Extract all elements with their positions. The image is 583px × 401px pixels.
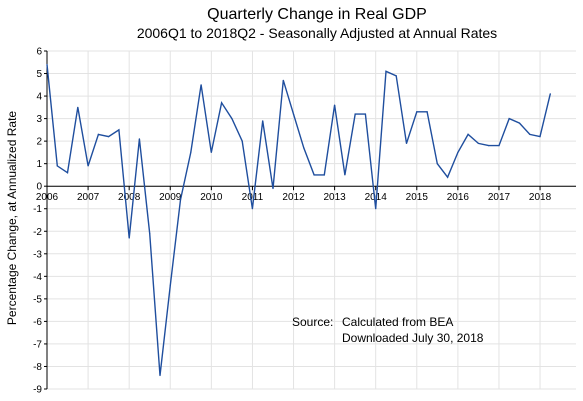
data-point <box>539 136 541 138</box>
x-tick-label: 2006 <box>36 192 59 203</box>
y-tick-label: -8 <box>33 362 42 373</box>
data-point <box>529 133 531 135</box>
data-point <box>108 136 110 138</box>
data-point <box>56 165 58 167</box>
data-point <box>97 133 99 135</box>
y-tick-label: 5 <box>36 69 42 80</box>
x-tick-label: 2016 <box>447 192 470 203</box>
data-point <box>46 63 48 66</box>
y-tick-label: 0 <box>36 182 42 193</box>
data-point <box>488 145 490 147</box>
y-tick-label: -7 <box>33 339 42 350</box>
x-tick-label: 2015 <box>406 192 429 203</box>
x-tick-label: 2013 <box>323 192 346 203</box>
y-tick-labels: 6 5 4 3 2 1 0 -1 -2 -3 -4 -5 -6 -7 -8 -9 <box>33 47 42 396</box>
data-point <box>241 140 243 142</box>
y-tick-label: 2 <box>36 137 42 148</box>
data-point <box>303 147 305 149</box>
data-point <box>385 70 387 72</box>
data-point <box>190 151 192 153</box>
data-point <box>426 111 428 113</box>
source-label: Source: <box>292 315 334 329</box>
data-point <box>375 208 377 210</box>
data-point <box>549 93 551 95</box>
data-point <box>405 142 408 144</box>
data-point <box>149 232 151 235</box>
y-tick-label: 1 <box>36 159 42 170</box>
data-point <box>210 151 212 153</box>
y-tick-label: -1 <box>33 204 42 215</box>
y-tick-label: -6 <box>33 317 42 328</box>
data-point <box>313 174 315 176</box>
data-point <box>364 113 366 115</box>
data-point <box>282 79 284 81</box>
x-tick-labels: 2006 2007 2008 2009 2010 2011 2012 2013 2014 2015… <box>36 192 552 203</box>
y-tick-label: -5 <box>33 294 42 305</box>
data-point <box>66 172 69 174</box>
x-tick-label: 2009 <box>159 192 182 203</box>
data-point <box>272 187 274 190</box>
data-point <box>457 151 459 153</box>
data-point <box>354 113 356 115</box>
data-point <box>159 374 161 377</box>
source-line-1: Calculated from BEA <box>342 315 454 329</box>
y-tick-label: -4 <box>33 272 42 283</box>
data-point <box>498 145 500 147</box>
data-point <box>262 120 264 122</box>
data-point <box>138 138 140 140</box>
x-tick-label: 2008 <box>118 192 141 203</box>
source-line-2: Downloaded July 30, 2018 <box>342 331 484 345</box>
data-point <box>118 129 120 131</box>
data-point <box>292 113 295 115</box>
data-point <box>179 199 182 201</box>
y-tick-label: -9 <box>33 385 42 396</box>
data-point <box>77 106 79 108</box>
data-point <box>334 104 336 106</box>
data-point <box>221 102 223 104</box>
chart-title: Quarterly Change in Real GDP <box>207 6 427 23</box>
data-point <box>251 208 253 210</box>
data-point <box>467 133 469 135</box>
source-note: Source: Calculated from BEA Downloaded J… <box>292 314 483 346</box>
x-tick-label: 2010 <box>200 192 223 203</box>
data-point <box>395 75 397 77</box>
y-tick-label: 4 <box>36 92 42 103</box>
y-tick-label: 3 <box>36 114 42 125</box>
data-point <box>416 111 418 113</box>
x-tick-label: 2012 <box>282 192 305 203</box>
series-line <box>46 64 551 376</box>
x-tick-label: 2011 <box>242 192 264 203</box>
data-point <box>200 84 202 86</box>
data-point <box>508 118 510 120</box>
data-point <box>231 118 233 120</box>
y-tick-label: -3 <box>33 249 42 260</box>
data-point <box>518 122 521 124</box>
data-point <box>436 163 438 165</box>
data-point <box>128 237 130 239</box>
x-tick-label: 2017 <box>488 192 511 203</box>
data-points <box>46 63 551 377</box>
data-point <box>323 174 325 176</box>
y-tick-label: -2 <box>33 227 42 238</box>
data-point <box>447 176 449 178</box>
chart-subtitle: 2006Q1 to 2018Q2 - Seasonally Adjusted a… <box>136 25 498 41</box>
data-point <box>169 284 171 286</box>
x-tick-label: 2007 <box>77 192 100 203</box>
data-point <box>477 142 479 144</box>
data-point <box>344 174 346 176</box>
x-tick-label: 2018 <box>529 192 552 203</box>
y-tick-label: 6 <box>36 47 42 58</box>
data-point <box>87 165 89 167</box>
